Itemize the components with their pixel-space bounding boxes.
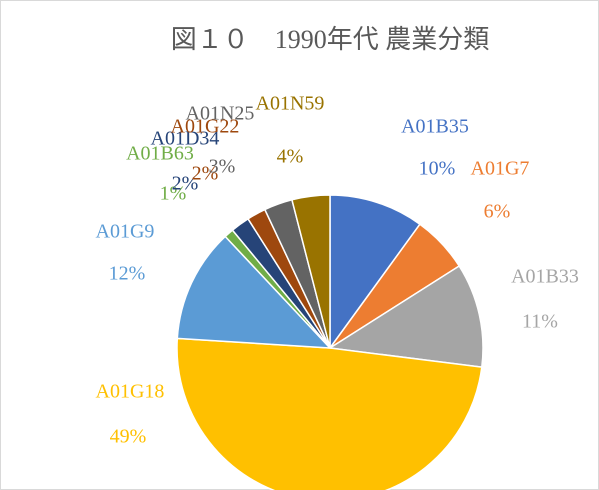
- value-label: 6%: [484, 201, 511, 223]
- slice-label: A01G7: [471, 158, 530, 180]
- value-label: 10%: [419, 158, 456, 180]
- value-label: 12%: [109, 263, 146, 285]
- slice-label: A01D34: [151, 128, 220, 150]
- pie-slice: [327, 264, 484, 369]
- value-label: 11%: [522, 311, 558, 333]
- value-label: 1%: [160, 183, 187, 205]
- slice-label: A01N59: [256, 93, 325, 115]
- slice-label: A01G9: [96, 221, 155, 243]
- slice-label: A01G18: [96, 381, 165, 403]
- pie-slice: [329, 194, 421, 351]
- value-label: 4%: [277, 146, 304, 168]
- pie-slice: [176, 337, 483, 490]
- slice-label: A01N25: [186, 103, 255, 125]
- slice-label: A01B63: [126, 143, 194, 165]
- pie-slice: [291, 194, 331, 349]
- value-label: 3%: [209, 156, 236, 178]
- value-label: 2%: [192, 163, 219, 185]
- pie-slice: [176, 235, 332, 349]
- value-label: 49%: [110, 426, 147, 448]
- chart-title: 図１０ 1990年代 農業分類: [171, 25, 490, 54]
- slice-label: A01G22: [171, 116, 240, 138]
- value-label: 2%: [172, 173, 199, 195]
- slice-label: A01B33: [511, 266, 579, 288]
- slice-label: A01B35: [401, 116, 469, 138]
